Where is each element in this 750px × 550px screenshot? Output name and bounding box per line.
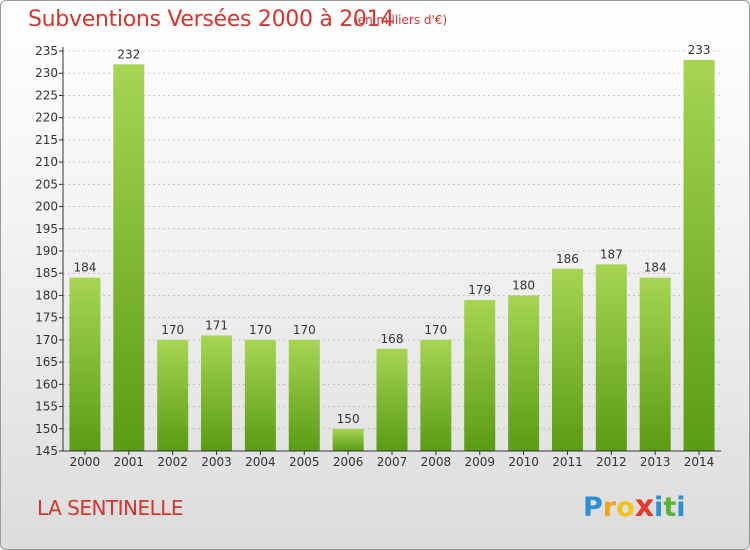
x-tick-label: 2009	[464, 455, 495, 469]
y-tick-label: 145	[35, 444, 58, 458]
logo-letter: i	[654, 492, 664, 523]
chart-title: Subventions Versées 2000 à 2014	[28, 7, 395, 32]
bars	[69, 59, 715, 452]
y-tick-label: 220	[35, 111, 58, 125]
data-label-2008: 170	[424, 323, 447, 337]
x-tick-label: 2014	[684, 455, 715, 469]
proxiti-logo: Proxiti	[583, 489, 686, 524]
y-tick-label: 160	[35, 377, 58, 391]
data-label-2007: 168	[381, 332, 404, 346]
y-tick-label: 155	[35, 400, 58, 414]
bar-2011	[551, 268, 583, 451]
y-tick-label: 175	[35, 311, 58, 325]
x-tick-label: 2006	[333, 455, 364, 469]
data-label-2006: 150	[337, 412, 360, 426]
data-label-2003: 171	[205, 318, 228, 332]
bar-2001	[113, 64, 145, 452]
bar-2002	[157, 339, 189, 451]
y-tick-label: 195	[35, 222, 58, 236]
bar-2014	[683, 59, 715, 452]
x-tick-label: 2003	[201, 455, 232, 469]
logo-letter: o	[616, 492, 635, 523]
x-tick-label: 2004	[245, 455, 276, 469]
data-label-2009: 179	[468, 283, 491, 297]
bar-2008	[420, 339, 452, 451]
data-label-2014: 233	[688, 43, 711, 57]
x-tick-label: 2000	[70, 455, 101, 469]
data-label-2004: 170	[249, 323, 272, 337]
unit-note: (en milliers d'€)	[353, 13, 448, 27]
y-tick-label: 205	[35, 177, 58, 191]
y-tick-label: 230	[35, 66, 58, 80]
bar-2005	[288, 339, 320, 451]
data-label-2010: 180	[512, 278, 535, 292]
logo-letter: x	[634, 489, 655, 524]
x-tick-label: 2007	[377, 455, 408, 469]
x-tick-label: 2012	[596, 455, 627, 469]
y-tick-label: 210	[35, 155, 58, 169]
y-tick-label: 200	[35, 200, 58, 214]
data-label-2001: 232	[117, 47, 140, 61]
y-tick-label: 170	[35, 333, 58, 347]
x-tick-label: 2001	[114, 455, 145, 469]
y-tick-label: 165	[35, 355, 58, 369]
bar-2010	[508, 295, 540, 451]
data-label-2005: 170	[293, 323, 316, 337]
y-tick-label: 215	[35, 133, 58, 147]
x-tick-label: 2002	[157, 455, 188, 469]
data-label-2012: 187	[600, 247, 623, 261]
x-tick-label: 2008	[421, 455, 452, 469]
data-label-2011: 186	[556, 252, 579, 266]
data-label-2013: 184	[644, 261, 667, 275]
y-tick-label: 180	[35, 288, 58, 302]
bar-2009	[464, 299, 496, 451]
bar-2000	[69, 277, 101, 451]
logo-letter: r	[602, 492, 617, 523]
x-tick-label: 2005	[289, 455, 320, 469]
x-tick-label: 2013	[640, 455, 671, 469]
bar-2007	[376, 348, 408, 451]
data-label-2002: 170	[161, 323, 184, 337]
bar-2003	[201, 335, 233, 451]
logo-letter: P	[583, 492, 603, 523]
y-tick-label: 185	[35, 266, 58, 280]
bar-2013	[639, 277, 671, 451]
bar-2004	[244, 339, 276, 451]
x-tick-label: 2010	[508, 455, 539, 469]
y-tick-label: 150	[35, 422, 58, 436]
data-label-2000: 184	[73, 261, 96, 275]
y-tick-label: 190	[35, 244, 58, 258]
y-tick-label: 235	[35, 44, 58, 58]
bar-2006	[332, 428, 364, 451]
y-tick-label: 225	[35, 88, 58, 102]
axes: 145 150 155 160 165 170 175 180 185 190 195 200 205 2…	[35, 44, 721, 469]
commune-name: LA SENTINELLE	[37, 496, 184, 520]
bar-2012	[595, 264, 627, 451]
logo-letter: t	[663, 492, 677, 523]
logo-letter: i	[676, 492, 686, 523]
x-tick-label: 2011	[552, 455, 583, 469]
data-labels: 184 232 170 171 170 170 150 168 170 179 180 186 187 1…	[73, 43, 710, 426]
